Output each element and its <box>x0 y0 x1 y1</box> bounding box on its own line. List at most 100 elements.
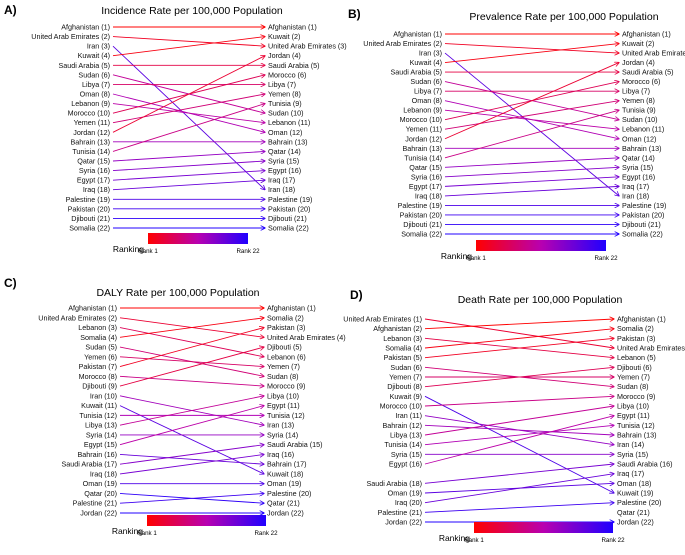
left-label-jordan: Jordan (12) <box>405 134 442 143</box>
panel-a: A) Incidence Rate per 100,000 Population A… <box>4 3 347 255</box>
left-label-jordan: Jordan (22) <box>385 518 422 527</box>
right-rank-labels: Afghanistan (1)Somalia (2)Pakistan (3)Un… <box>267 304 346 518</box>
left-label-egypt: Egypt (17) <box>77 176 110 185</box>
left-label-lebanon: Lebanon (9) <box>71 99 110 108</box>
right-label-pakistan: Pakistan (3) <box>267 323 305 332</box>
right-label-iraq: Iraq (17) <box>617 469 644 478</box>
right-label-bahrain: Bahrain (13) <box>617 431 657 440</box>
right-label-saudi-arabia: Saudi Arabia (5) <box>622 68 674 77</box>
right-label-iraq: Iraq (16) <box>267 450 294 459</box>
left-label-tunisia: Tunisia (14) <box>404 153 442 162</box>
legend-title: Ranking <box>112 526 143 536</box>
slope-line-united-arab-emirates <box>112 36 265 47</box>
panel-c: C) DALY Rate per 100,000 Population Afghan… <box>4 276 346 537</box>
right-rank-labels: Afghanistan (1)Kuwait (2)United Arab Emi… <box>268 23 347 233</box>
left-label-egypt: Egypt (17) <box>409 182 442 191</box>
right-label-yemen: Yemen (8) <box>268 90 301 99</box>
left-label-djibouti: Djibouti (8) <box>387 382 422 391</box>
left-label-palestine: Palestine (21) <box>378 508 422 517</box>
right-label-egypt: Egypt (11) <box>267 401 300 410</box>
left-label-oman: Oman (19) <box>388 489 422 498</box>
right-label-united-arab-emirates: United Arab Emirates (3) <box>622 49 685 58</box>
slope-line-egypt <box>424 416 614 465</box>
right-label-qatar: Qatar (21) <box>617 508 650 517</box>
slope-line-egypt <box>112 171 265 181</box>
left-label-syria: Syria (14) <box>86 430 117 439</box>
right-label-libya: Libya (10) <box>267 391 299 400</box>
slope-line-qatar <box>444 158 619 168</box>
left-label-morocco: Morocco (10) <box>380 402 422 411</box>
legend-gradient-bar <box>474 522 613 533</box>
legend-title: Ranking <box>439 533 470 543</box>
left-label-lebanon: Lebanon (3) <box>383 334 422 343</box>
right-rank-labels: Afghanistan (1)Kuwait (2)United Arab Emi… <box>622 30 685 239</box>
slope-line-kuwait <box>112 37 265 57</box>
slope-line-djibouti <box>119 347 264 387</box>
left-label-syria: Syria (15) <box>391 450 422 459</box>
legend-high-label: Rank 22 <box>601 537 625 544</box>
slope-line-somalia <box>424 329 614 349</box>
legend-low-label: Rank 1 <box>464 537 484 544</box>
left-label-oman: Oman (8) <box>412 96 442 105</box>
slope-line-yemen <box>119 356 264 367</box>
right-label-afghanistan: Afghanistan (1) <box>617 315 666 324</box>
left-label-pakistan: Pakistan (20) <box>68 204 110 213</box>
legend-low-label: Rank 1 <box>466 255 486 262</box>
right-label-palestine: Palestine (19) <box>268 195 312 204</box>
slope-line-lebanon <box>119 327 264 357</box>
right-label-bahrain: Bahrain (17) <box>267 460 307 469</box>
legend-high-label: Rank 22 <box>236 248 260 255</box>
left-label-sudan: Sudan (6) <box>410 77 442 86</box>
right-label-palestine: Palestine (20) <box>617 498 661 507</box>
right-label-pakistan: Pakistan (20) <box>622 210 664 219</box>
left-label-united-arab-emirates: United Arab Emirates (2) <box>31 32 110 41</box>
left-rank-labels: Afghanistan (1)United Arab Emirates (2)I… <box>363 30 442 239</box>
slope-line-syria <box>112 161 265 172</box>
left-label-united-arab-emirates: United Arab Emirates (2) <box>38 313 117 322</box>
right-label-lebanon: Lebanon (11) <box>268 118 310 127</box>
right-label-kuwait: Kuwait (2) <box>622 39 654 48</box>
slope-line-libya <box>119 396 264 426</box>
left-label-morocco: Morocco (10) <box>400 115 442 124</box>
slope-line-jordan <box>444 63 619 140</box>
left-label-somalia: Somalia (4) <box>80 333 117 342</box>
right-label-oman: Oman (12) <box>268 128 302 137</box>
right-label-palestine: Palestine (20) <box>267 489 311 498</box>
slope-line-iraq <box>119 454 264 475</box>
slope-line-syria <box>444 167 619 178</box>
right-label-kuwait: Kuwait (18) <box>267 469 303 478</box>
left-label-kuwait: Kuwait (11) <box>81 401 117 410</box>
slope-line-libya <box>424 406 614 436</box>
right-rank-labels: Afghanistan (1)Somalia (2)Pakistan (3)Un… <box>617 315 685 527</box>
right-label-iraq: Iraq (17) <box>622 182 649 191</box>
right-label-djibouti: Djibouti (21) <box>622 220 661 229</box>
left-label-iraq: Iraq (18) <box>415 191 442 200</box>
left-label-somalia: Somalia (22) <box>401 230 442 239</box>
right-label-somalia: Somalia (22) <box>622 230 663 239</box>
slope-line-kuwait <box>119 405 264 474</box>
legend-high-label: Rank 22 <box>594 255 618 262</box>
panel-label: A) <box>4 3 17 17</box>
left-label-somalia: Somalia (4) <box>385 344 422 353</box>
right-label-yemen: Yemen (7) <box>617 373 650 382</box>
legend-low-label: Rank 1 <box>138 248 158 255</box>
left-label-libya: Libya (13) <box>390 431 422 440</box>
slope-line-tunisia <box>112 104 265 152</box>
left-label-morocco: Morocco (8) <box>79 372 117 381</box>
right-label-egypt: Egypt (16) <box>268 166 301 175</box>
left-label-bahrain: Bahrain (12) <box>382 421 422 430</box>
right-label-bahrain: Bahrain (13) <box>622 144 662 153</box>
left-label-lebanon: Lebanon (3) <box>78 323 117 332</box>
left-label-yemen: Yemen (6) <box>84 352 117 361</box>
left-label-djibouti: Djibouti (9) <box>82 382 117 391</box>
slope-line-somalia <box>119 318 264 338</box>
panel-b: B) Prevalence Rate per 100,000 Population… <box>348 7 685 262</box>
slope-line-bahrain <box>119 453 264 464</box>
slope-line-iraq <box>112 180 265 191</box>
right-label-tunisia: Tunisia (9) <box>268 99 302 108</box>
slope-line-egypt <box>444 177 619 187</box>
left-label-iran: Iran (11) <box>395 411 422 420</box>
left-label-tunisia: Tunisia (12) <box>79 411 117 420</box>
